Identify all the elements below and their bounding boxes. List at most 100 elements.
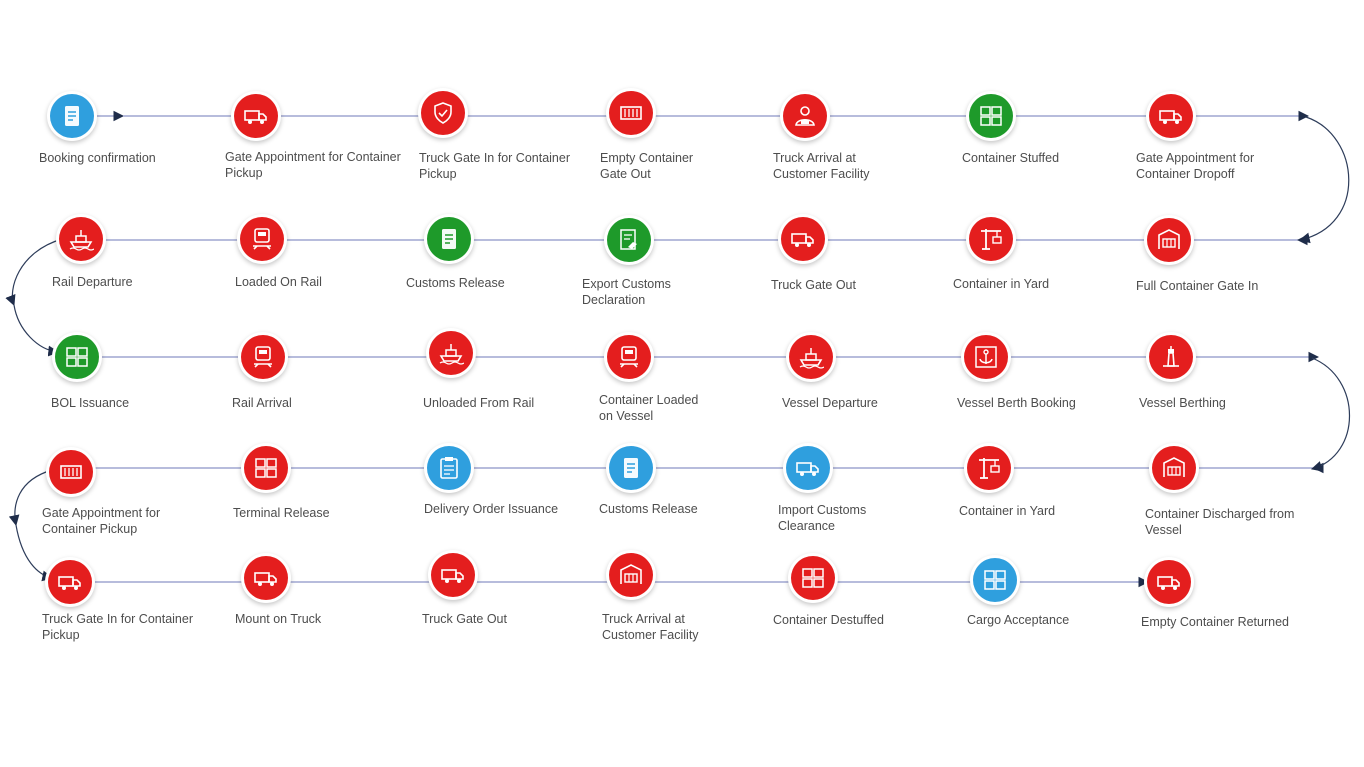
step-label-30: Mount on Truck bbox=[235, 612, 322, 626]
turn-curve-1 bbox=[1298, 116, 1350, 244]
step-node-17 bbox=[429, 331, 473, 375]
step-node-3 bbox=[421, 91, 465, 135]
container-icon bbox=[60, 465, 82, 479]
crane-icon bbox=[981, 229, 1002, 250]
step-label-25: Customs Release bbox=[599, 502, 698, 516]
step-node-8 bbox=[1147, 218, 1191, 262]
truck-icon bbox=[244, 110, 267, 124]
step-node-25 bbox=[609, 446, 653, 490]
step-label-10: Truck Gate Out bbox=[771, 278, 856, 292]
rail-icon bbox=[253, 228, 271, 250]
step-node-20 bbox=[964, 335, 1008, 379]
step-node-22 bbox=[1152, 446, 1196, 490]
step-node-5 bbox=[783, 94, 827, 138]
step-label-28: Gate Appointment for Container Pickup bbox=[42, 506, 161, 536]
ship-icon bbox=[439, 344, 464, 365]
step-node-32 bbox=[609, 553, 653, 597]
lighthouse-icon bbox=[1163, 346, 1179, 367]
step-label-9: Container in Yard bbox=[953, 277, 1050, 291]
turn-curve-2-bottom bbox=[13, 304, 60, 357]
step-node-28 bbox=[49, 450, 93, 494]
step-label-3: Truck Gate In for Container Pickup bbox=[419, 151, 570, 181]
step-node-31 bbox=[431, 553, 475, 597]
truck-icon bbox=[254, 572, 277, 586]
step-label-15: BOL Issuance bbox=[51, 396, 130, 410]
step-label-7: Gate Appointment for Container Dropoff bbox=[1136, 151, 1255, 181]
crane-icon bbox=[979, 458, 1000, 479]
truck-icon bbox=[791, 233, 814, 247]
document-icon bbox=[65, 106, 79, 126]
rail-icon bbox=[254, 346, 272, 368]
step-node-23 bbox=[967, 446, 1011, 490]
step-node-29 bbox=[48, 560, 92, 604]
step-label-20: Vessel Berth Booking bbox=[957, 396, 1076, 410]
step-node-24 bbox=[786, 446, 830, 490]
step-label-29: Truck Gate In for Container Pickup bbox=[42, 612, 193, 642]
truck-icon bbox=[441, 569, 464, 583]
customs-icon bbox=[620, 229, 637, 250]
step-label-6: Container Stuffed bbox=[962, 151, 1060, 165]
step-node-33 bbox=[791, 556, 835, 600]
step-label-5: Truck Arrival at Customer Facility bbox=[773, 151, 870, 181]
step-node-13 bbox=[240, 217, 284, 261]
step-label-11: Export Customs Declaration bbox=[582, 277, 671, 307]
step-label-4: Empty Container Gate Out bbox=[600, 151, 694, 181]
step-label-21: Vessel Berthing bbox=[1139, 396, 1226, 410]
step-node-18 bbox=[607, 335, 651, 379]
step-node-7 bbox=[1149, 94, 1193, 138]
clipboard-icon bbox=[440, 457, 458, 479]
boxes-icon bbox=[802, 568, 824, 588]
step-node-21 bbox=[1149, 335, 1193, 379]
step-label-32: Truck Arrival at Customer Facility bbox=[602, 612, 699, 642]
step-label-12: Customs Release bbox=[406, 276, 505, 290]
step-node-9 bbox=[969, 217, 1013, 261]
boxes-icon bbox=[66, 347, 88, 367]
step-node-34 bbox=[973, 558, 1017, 602]
step-label-1: Booking confirmation bbox=[39, 151, 156, 165]
step-label-16: Rail Arrival bbox=[232, 396, 292, 410]
step-label-31: Truck Gate Out bbox=[422, 612, 507, 626]
step-label-23: Container in Yard bbox=[959, 504, 1056, 518]
boxes-icon bbox=[255, 458, 277, 478]
step-label-17: Unloaded From Rail bbox=[423, 396, 535, 410]
document-icon bbox=[442, 229, 456, 249]
step-label-19: Vessel Departure bbox=[782, 396, 878, 410]
step-node-12 bbox=[427, 217, 471, 261]
step-node-30 bbox=[244, 556, 288, 600]
anchor-icon bbox=[975, 346, 997, 368]
step-node-10 bbox=[781, 217, 825, 261]
ship-icon bbox=[799, 348, 824, 369]
gate-icon bbox=[1158, 229, 1180, 249]
step-label-8: Full Container Gate In bbox=[1136, 279, 1259, 293]
step-node-26 bbox=[427, 446, 471, 490]
step-label-35: Empty Container Returned bbox=[1141, 615, 1289, 629]
step-label-34: Cargo Acceptance bbox=[967, 613, 1070, 627]
ship-icon bbox=[69, 230, 94, 251]
step-node-11 bbox=[607, 218, 651, 262]
turn-curve-4-top bbox=[8, 469, 53, 527]
step-label-24: Import Customs Clearance bbox=[778, 503, 867, 533]
facility-icon bbox=[795, 106, 815, 126]
gate-icon bbox=[620, 564, 642, 584]
truck-icon bbox=[1159, 110, 1182, 124]
turn-curve-2-top bbox=[5, 238, 63, 307]
step-node-14 bbox=[59, 217, 103, 261]
shield-icon bbox=[434, 102, 452, 124]
truck-icon bbox=[1157, 576, 1180, 590]
step-node-4 bbox=[609, 91, 653, 135]
step-label-18: Container Loaded on Vessel bbox=[599, 393, 699, 423]
truck-icon bbox=[796, 462, 819, 476]
container-icon bbox=[620, 106, 642, 120]
turn-curve-3 bbox=[1310, 357, 1351, 472]
step-label-13: Loaded On Rail bbox=[235, 275, 322, 289]
step-label-22: Container Discharged from Vessel bbox=[1145, 507, 1295, 537]
step-label-33: Container Destuffed bbox=[773, 613, 884, 627]
boxes-icon bbox=[980, 106, 1002, 126]
boxes-icon bbox=[984, 570, 1006, 590]
gate-icon bbox=[1163, 457, 1185, 477]
step-node-19 bbox=[789, 335, 833, 379]
step-label-14: Rail Departure bbox=[52, 275, 133, 289]
step-node-2 bbox=[234, 94, 278, 138]
truck-icon bbox=[58, 576, 81, 590]
